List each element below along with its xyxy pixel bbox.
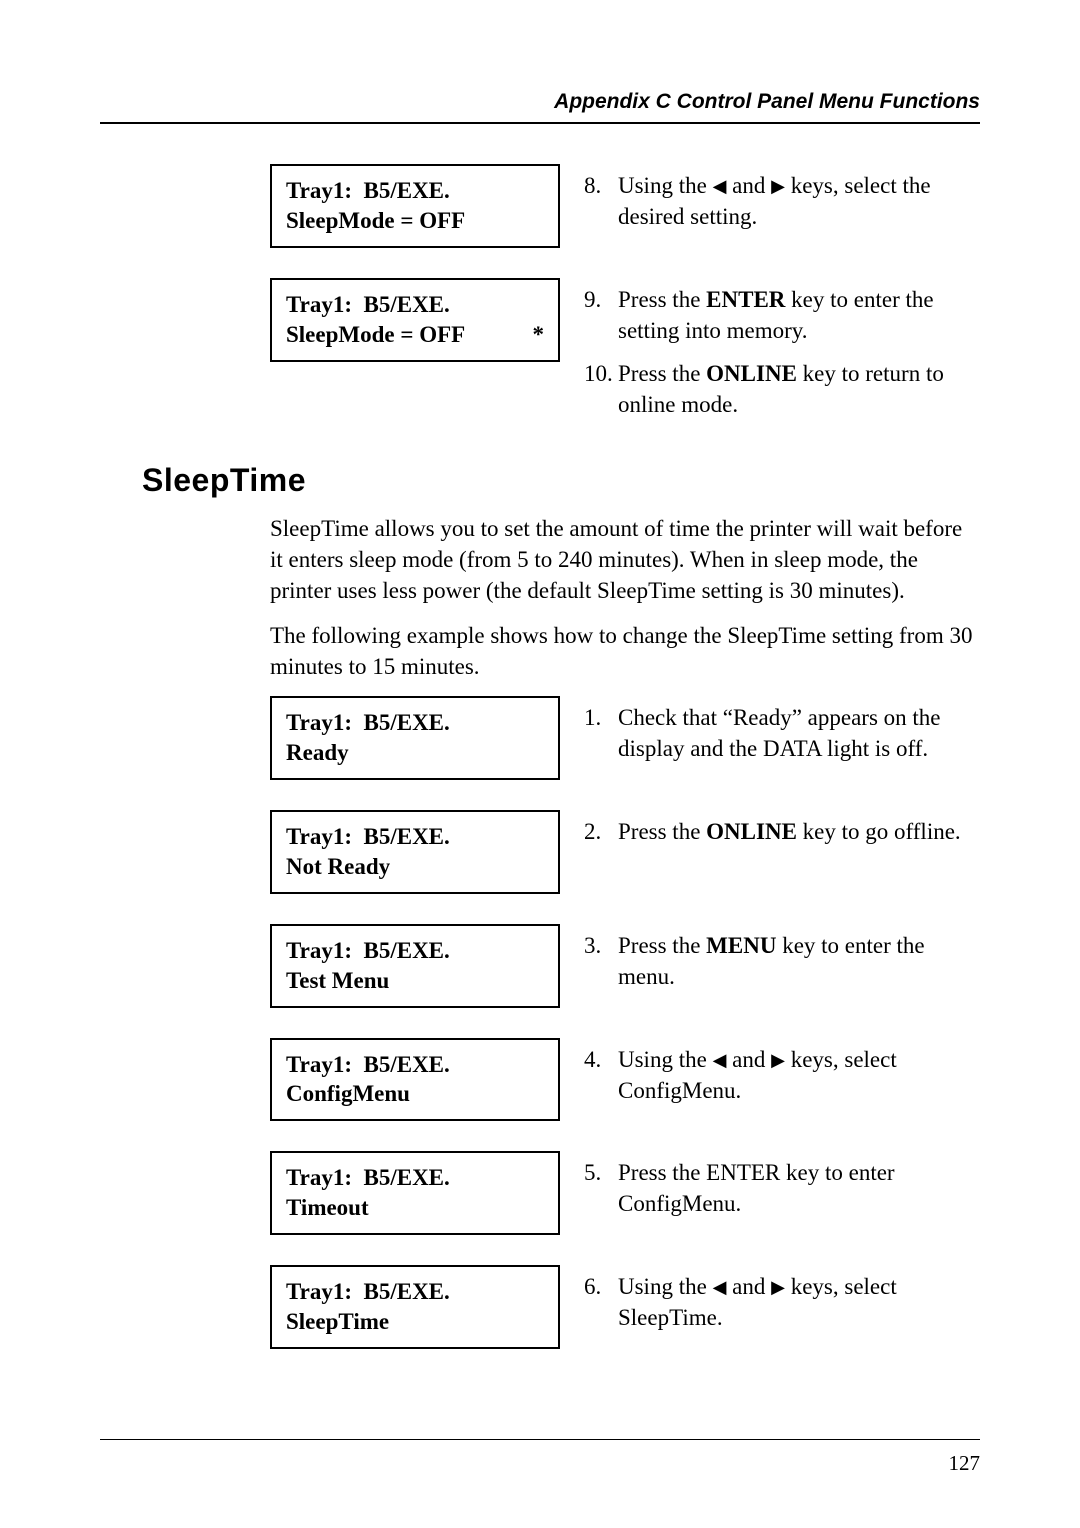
- lcd-line: SleepMode = OFF: [286, 320, 544, 350]
- lcd-line: Test Menu: [286, 966, 544, 996]
- step-number: 8.: [584, 170, 618, 201]
- lcd-display: Tray1: B5/EXE.Timeout: [270, 1151, 560, 1235]
- step-body: Check that “Ready” appears on the displa…: [618, 702, 980, 764]
- lcd-star: *: [533, 320, 545, 350]
- section-paragraph: The following example shows how to chang…: [270, 620, 980, 682]
- lcd-line: Tray1: B5/EXE.: [286, 1277, 544, 1307]
- step-row: Tray1: B5/EXE.SleepMode = OFF 8.Using the…: [270, 164, 980, 248]
- section-paragraph: SleepTime allows you to set the amount o…: [270, 513, 980, 606]
- step-body: Press the ONLINE key to go offline.: [618, 816, 980, 847]
- step-text-col: 9.Press the ENTER key to enter the setti…: [584, 278, 980, 432]
- lcd-line: SleepMode = OFF: [286, 206, 544, 236]
- section-body: SleepTime allows you to set the amount o…: [270, 513, 980, 1349]
- step-text-col: 8.Using the ◀ and ▶ keys, select the des…: [584, 164, 980, 244]
- step-text: 9.Press the ENTER key to enter the setti…: [584, 284, 980, 346]
- step-text-col: 5.Press the ENTER key to enter ConfigMen…: [584, 1151, 980, 1231]
- lcd-display: Tray1: B5/EXE.Ready: [270, 696, 560, 780]
- step-text: 3.Press the MENU key to enter the menu.: [584, 930, 980, 992]
- step-number: 10.: [584, 358, 618, 389]
- lcd-line: Tray1: B5/EXE.: [286, 822, 544, 852]
- lcd-line: Tray1: B5/EXE.: [286, 176, 544, 206]
- step-number: 9.: [584, 284, 618, 315]
- lcd-line: Not Ready: [286, 852, 544, 882]
- lcd-line: Tray1: B5/EXE.: [286, 936, 544, 966]
- footer-rule: [100, 1439, 980, 1440]
- lcd-display: Tray1: B5/EXE.Not Ready: [270, 810, 560, 894]
- step-body: Using the ◀ and ▶ keys, select ConfigMen…: [618, 1044, 980, 1106]
- step-body: Press the ONLINE key to return to online…: [618, 358, 980, 420]
- lcd-line: ConfigMenu: [286, 1079, 544, 1109]
- step-number: 3.: [584, 930, 618, 961]
- step-row: Tray1: B5/EXE.Timeout 5.Press the ENTER k…: [270, 1151, 980, 1235]
- lcd-line: Tray1: B5/EXE.: [286, 1163, 544, 1193]
- step-body: Press the ENTER key to enter the setting…: [618, 284, 980, 346]
- step-text: 8.Using the ◀ and ▶ keys, select the des…: [584, 170, 980, 232]
- step-number: 2.: [584, 816, 618, 847]
- step-row: Tray1: B5/EXE.Test Menu 3.Press the MENU …: [270, 924, 980, 1008]
- step-text: 6.Using the ◀ and ▶ keys, select SleepTi…: [584, 1271, 980, 1333]
- page-number: 127: [949, 1451, 981, 1476]
- step-body: Using the ◀ and ▶ keys, select SleepTime…: [618, 1271, 980, 1333]
- lcd-line: Tray1: B5/EXE.: [286, 290, 544, 320]
- lcd-line: Tray1: B5/EXE.: [286, 1050, 544, 1080]
- step-row: Tray1: B5/EXE.SleepMode = OFF*9.Press th…: [270, 278, 980, 432]
- lcd-display: Tray1: B5/EXE.SleepMode = OFF*: [270, 278, 560, 362]
- step-number: 6.: [584, 1271, 618, 1302]
- step-text: 2.Press the ONLINE key to go offline.: [584, 816, 980, 847]
- step-text: 10.Press the ONLINE key to return to onl…: [584, 358, 980, 420]
- step-text-col: 3.Press the MENU key to enter the menu.: [584, 924, 980, 1004]
- step-text-col: 6.Using the ◀ and ▶ keys, select SleepTi…: [584, 1265, 980, 1345]
- step-number: 1.: [584, 702, 618, 733]
- step-row: Tray1: B5/EXE.Not Ready 2.Press the ONLIN…: [270, 810, 980, 894]
- running-header: Appendix C Control Panel Menu Functions: [100, 90, 980, 114]
- top-steps-block: Tray1: B5/EXE.SleepMode = OFF8.Using the…: [270, 164, 980, 432]
- lcd-line: Tray1: B5/EXE.: [286, 708, 544, 738]
- lcd-display: Tray1: B5/EXE.SleepTime: [270, 1265, 560, 1349]
- lcd-line: SleepTime: [286, 1307, 544, 1337]
- step-row: Tray1: B5/EXE.ConfigMenu 4.Using the ◀ an…: [270, 1038, 980, 1122]
- section-steps-block: Tray1: B5/EXE.Ready1.Check that “Ready” …: [270, 696, 980, 1349]
- lcd-line: Ready: [286, 738, 544, 768]
- step-body: Press the MENU key to enter the menu.: [618, 930, 980, 992]
- step-text-col: 2.Press the ONLINE key to go offline.: [584, 810, 980, 859]
- step-text-col: 1.Check that “Ready” appears on the disp…: [584, 696, 980, 776]
- header-rule: [100, 122, 980, 124]
- step-row: Tray1: B5/EXE.Ready 1.Check that “Ready” …: [270, 696, 980, 780]
- step-text: 1.Check that “Ready” appears on the disp…: [584, 702, 980, 764]
- lcd-display: Tray1: B5/EXE.ConfigMenu: [270, 1038, 560, 1122]
- step-body: Press the ENTER key to enter ConfigMenu.: [618, 1157, 980, 1219]
- step-text-col: 4.Using the ◀ and ▶ keys, select ConfigM…: [584, 1038, 980, 1118]
- lcd-line: Timeout: [286, 1193, 544, 1223]
- step-row: Tray1: B5/EXE.SleepTime 6.Using the ◀ and…: [270, 1265, 980, 1349]
- lcd-display: Tray1: B5/EXE.Test Menu: [270, 924, 560, 1008]
- step-text: 4.Using the ◀ and ▶ keys, select ConfigM…: [584, 1044, 980, 1106]
- section-heading: SleepTime: [142, 462, 980, 499]
- step-body: Using the ◀ and ▶ keys, select the desir…: [618, 170, 980, 232]
- step-text: 5.Press the ENTER key to enter ConfigMen…: [584, 1157, 980, 1219]
- step-number: 4.: [584, 1044, 618, 1075]
- lcd-display: Tray1: B5/EXE.SleepMode = OFF: [270, 164, 560, 248]
- step-number: 5.: [584, 1157, 618, 1188]
